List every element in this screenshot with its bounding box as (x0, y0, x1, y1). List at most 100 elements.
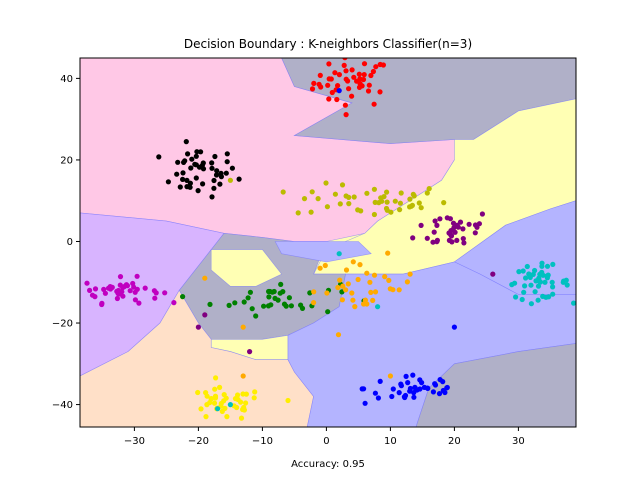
data-point-cluster-0 (325, 82, 331, 88)
data-point-cluster-9 (195, 389, 201, 396)
data-point-cluster-7 (543, 294, 549, 300)
data-point-cluster-9 (252, 389, 258, 395)
data-point-cluster-3 (472, 230, 478, 236)
data-point-cluster-2 (418, 205, 424, 211)
x-tick-label: −20 (188, 436, 209, 447)
data-point-cluster-5 (307, 290, 313, 296)
data-point-cluster-8 (377, 378, 383, 384)
data-point-cluster-3 (434, 239, 440, 245)
data-point-cluster-7 (528, 282, 534, 288)
data-point-cluster-0 (349, 93, 355, 99)
data-point-cluster-3 (434, 222, 440, 228)
data-point-cluster-2 (407, 196, 413, 202)
data-point-cluster-7 (513, 294, 519, 300)
data-point-cluster-5 (281, 301, 288, 307)
data-point-cluster-0 (309, 86, 316, 92)
data-point-cluster-1 (193, 153, 199, 159)
data-point-cluster-1 (184, 177, 190, 183)
data-point-cluster-0 (329, 89, 335, 96)
data-point-cluster-9 (219, 408, 225, 414)
data-point-cluster-0 (332, 70, 338, 76)
data-point-cluster-4 (132, 297, 138, 303)
data-point-cluster-6 (372, 289, 379, 295)
data-point-cluster-1 (156, 154, 162, 160)
data-point-cluster-4 (101, 286, 107, 292)
data-point-cluster-4 (130, 280, 136, 287)
data-point-cluster-7 (524, 263, 530, 270)
data-point-cluster-3 (448, 233, 455, 239)
data-point-cluster-8 (432, 382, 439, 388)
data-point-cluster-1 (213, 172, 220, 178)
data-point-cluster-1 (175, 159, 181, 165)
data-point-cluster-2 (351, 194, 357, 200)
data-point-cluster-6 (367, 279, 373, 285)
data-point-cluster-2 (280, 189, 286, 195)
data-point-cluster-9 (243, 391, 249, 397)
data-point-cluster-1 (224, 151, 230, 157)
data-point-outlier (311, 300, 317, 306)
data-point-cluster-6 (335, 284, 341, 291)
data-point-cluster-2 (398, 190, 404, 196)
data-point-cluster-3 (410, 235, 416, 241)
data-point-outlier (451, 324, 457, 330)
x-axis: −30 −20 −10 0 10 20 30 (124, 427, 525, 447)
data-point-outlier (195, 324, 201, 330)
x-tick-label: 20 (448, 436, 461, 447)
data-point-cluster-7 (564, 282, 570, 288)
data-point-cluster-7 (532, 289, 538, 295)
data-point-cluster-6 (343, 287, 349, 293)
data-point-cluster-0 (342, 102, 348, 108)
data-point-cluster-9 (212, 386, 218, 392)
data-point-cluster-8 (444, 384, 450, 391)
data-point-cluster-6 (350, 259, 356, 265)
data-point-cluster-3 (474, 224, 480, 230)
data-point-cluster-2 (295, 210, 301, 216)
data-point-cluster-5 (325, 309, 331, 315)
data-point-cluster-0 (356, 71, 362, 77)
data-point-cluster-5 (180, 294, 186, 300)
data-point-cluster-7 (509, 282, 515, 288)
data-point-cluster-1 (217, 181, 223, 187)
data-point-cluster-3 (457, 219, 464, 225)
data-point-cluster-4 (114, 295, 120, 302)
data-point-cluster-1 (211, 185, 217, 191)
data-point-cluster-0 (326, 76, 332, 82)
data-point-cluster-5 (266, 294, 272, 300)
data-point-cluster-0 (360, 76, 367, 83)
data-point-cluster-6 (339, 297, 345, 303)
data-point-cluster-5 (299, 305, 306, 311)
data-point-cluster-0 (349, 67, 355, 73)
data-point-cluster-1 (180, 170, 186, 176)
data-point-cluster-6 (337, 277, 343, 283)
data-point-outlier (247, 349, 253, 355)
data-point-cluster-4 (136, 300, 142, 306)
data-point-cluster-9 (203, 390, 209, 396)
data-point-outlier (375, 304, 381, 310)
data-point-cluster-5 (288, 303, 294, 309)
data-point-cluster-1 (200, 181, 206, 187)
data-point-cluster-1 (177, 184, 183, 190)
data-point-cluster-6 (343, 267, 350, 273)
data-point-cluster-2 (411, 193, 417, 199)
data-point-outlier (227, 177, 233, 183)
data-point-cluster-0 (373, 64, 379, 70)
data-point-cluster-7 (550, 284, 556, 290)
data-point-cluster-1 (185, 151, 191, 157)
data-point-cluster-2 (323, 180, 329, 186)
data-point-cluster-5 (261, 303, 267, 309)
data-point-cluster-3 (431, 229, 437, 235)
data-point-cluster-0 (368, 72, 374, 79)
data-point-cluster-1 (198, 149, 204, 155)
data-point-cluster-7 (539, 263, 545, 269)
data-point-cluster-9 (211, 400, 218, 406)
data-point-cluster-7 (528, 301, 535, 307)
data-point-cluster-0 (377, 89, 383, 95)
data-point-cluster-7 (550, 261, 556, 267)
data-point-cluster-5 (266, 288, 272, 295)
data-point-cluster-7 (526, 271, 532, 277)
data-point-cluster-3 (449, 239, 455, 245)
data-point-cluster-2 (324, 204, 330, 210)
data-point-cluster-7 (539, 269, 545, 275)
data-point-cluster-1 (181, 159, 187, 165)
data-point-cluster-3 (451, 225, 457, 231)
